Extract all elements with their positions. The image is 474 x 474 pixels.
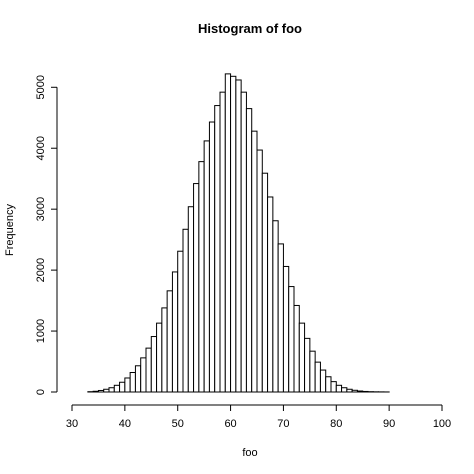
- histogram-bar: [282, 265, 290, 393]
- histogram-bar: [267, 196, 274, 393]
- x-tick-label: 90: [383, 418, 395, 430]
- x-tick-label: 50: [172, 418, 184, 430]
- histogram-bar: [145, 347, 152, 393]
- histogram-bar: [108, 387, 115, 393]
- histogram-bar: [166, 290, 173, 393]
- histogram-bar: [198, 161, 205, 393]
- histogram-bar: [335, 384, 343, 393]
- histogram-bar: [356, 390, 364, 393]
- x-axis-label: foo: [242, 447, 257, 459]
- histogram-bar: [256, 149, 263, 393]
- histogram-bar: [346, 388, 353, 393]
- y-tick-label: 4000: [35, 136, 47, 160]
- y-tick-label: 3000: [35, 197, 47, 221]
- histogram-bar: [124, 377, 131, 393]
- histogram-bar: [235, 79, 242, 393]
- y-tick-label: 2000: [35, 258, 47, 282]
- x-tick-label: 100: [433, 418, 451, 430]
- histogram-bar: [150, 336, 158, 393]
- histogram-bar: [103, 388, 110, 393]
- histogram-bar: [119, 381, 126, 393]
- histogram-bar: [214, 105, 221, 393]
- y-tick-label: 0: [35, 389, 47, 395]
- histogram-bar: [341, 387, 348, 393]
- histogram-bar: [113, 384, 121, 393]
- x-tick-label: 60: [224, 418, 236, 430]
- histogram-bar: [245, 108, 253, 393]
- histogram-bar: [277, 243, 284, 393]
- histogram-bar: [319, 369, 327, 393]
- histogram-bar: [261, 172, 269, 393]
- histogram-bar: [193, 183, 200, 393]
- histogram-bar: [298, 322, 306, 393]
- histogram-bar: [325, 376, 332, 393]
- histogram-bar: [156, 322, 163, 393]
- histogram-bar: [309, 350, 316, 393]
- histogram-bar: [330, 381, 337, 393]
- chart-title: Histogram of foo: [198, 21, 302, 36]
- histogram-bar: [251, 130, 258, 393]
- bars-group: [87, 73, 390, 393]
- histogram-bar: [208, 121, 216, 393]
- histogram-bar: [134, 365, 142, 393]
- histogram-bar: [272, 220, 279, 393]
- histogram-bar: [240, 91, 247, 393]
- histogram-bar: [362, 390, 369, 393]
- histogram-bar: [314, 361, 321, 393]
- histogram-bar: [224, 73, 232, 393]
- histogram-bar: [351, 389, 358, 393]
- histogram-bar: [288, 286, 295, 393]
- histogram-bar: [187, 206, 195, 393]
- histogram-bar: [177, 250, 184, 393]
- histogram-bar: [161, 307, 168, 393]
- histogram-bar: [97, 389, 105, 393]
- y-tick-label: 1000: [35, 319, 47, 343]
- x-tick-label: 40: [119, 418, 131, 430]
- histogram-bar: [182, 228, 189, 393]
- histogram-bar: [230, 75, 237, 393]
- y-axis-label: Frequency: [4, 204, 16, 256]
- x-tick-label: 80: [330, 418, 342, 430]
- x-axis: 30 40 50 60 70 80 90 100: [66, 404, 451, 430]
- histogram-bar: [293, 304, 300, 393]
- histogram-bar: [92, 390, 99, 393]
- histogram-bar: [171, 271, 179, 393]
- histogram-bar: [129, 372, 136, 393]
- histogram-bar: [304, 337, 311, 393]
- histogram-bar: [219, 91, 226, 393]
- x-tick-label: 30: [66, 418, 78, 430]
- histogram-bar: [140, 357, 147, 393]
- y-tick-label: 5000: [35, 75, 47, 99]
- y-axis: 0 1000 2000 3000 4000 5000: [35, 75, 58, 395]
- histogram-bar: [203, 140, 210, 393]
- x-tick-label: 70: [277, 418, 289, 430]
